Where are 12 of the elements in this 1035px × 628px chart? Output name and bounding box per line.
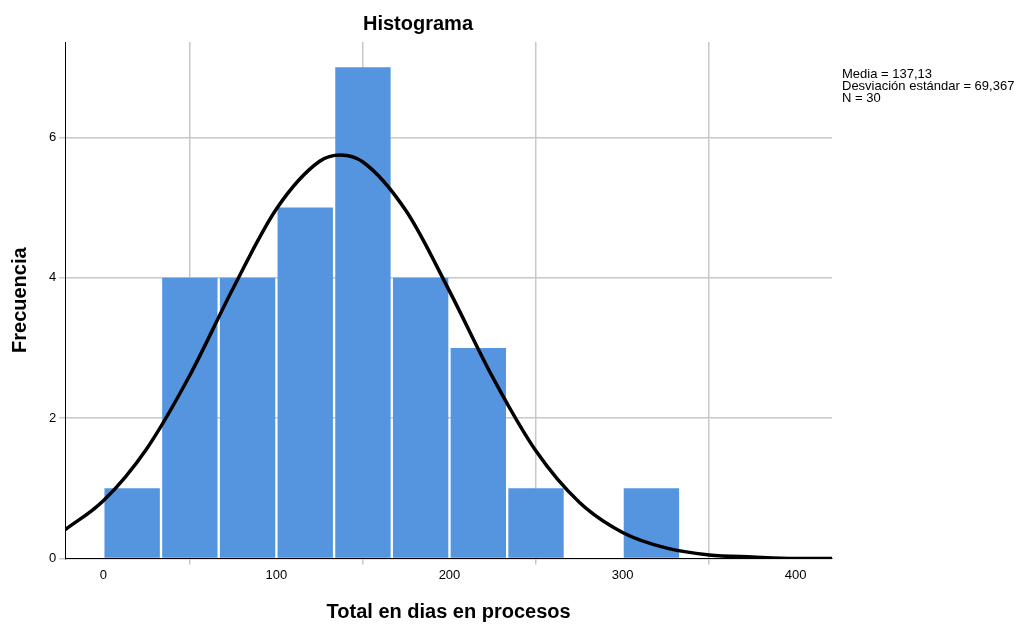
- y-tick-label: 4: [49, 269, 57, 285]
- x-tick-label: 0: [99, 566, 107, 582]
- x-tick-label: 400: [784, 566, 807, 582]
- y-tick-label: 0: [49, 549, 57, 565]
- x-tick-label: 300: [611, 566, 634, 582]
- x-axis-title: Total en dias en procesos: [326, 599, 571, 622]
- y-tick-label: 6: [49, 129, 57, 144]
- y-tick-label: 2: [49, 409, 57, 425]
- chart-title: Histograma: [362, 11, 474, 34]
- x-tick-label: 200: [438, 566, 461, 582]
- y-axis-title: Frecuencia: [7, 246, 30, 353]
- x-tick-label: 100: [265, 566, 288, 582]
